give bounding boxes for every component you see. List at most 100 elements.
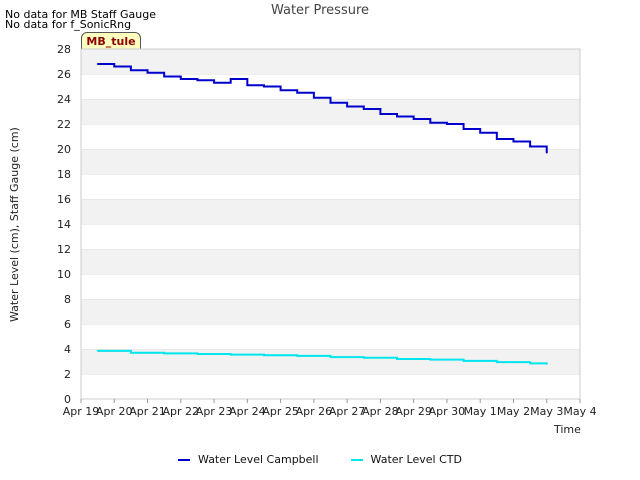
grid-band <box>81 299 580 324</box>
y-tick-label: 10 <box>57 268 71 281</box>
x-tick-label: Apr 21 <box>129 405 166 418</box>
grid-band <box>81 199 580 224</box>
legend-swatch-campbell <box>178 458 191 461</box>
series-point-0 <box>313 96 315 99</box>
x-tick-label: May 3 <box>530 405 563 418</box>
series-point-1 <box>329 356 332 358</box>
legend-label-ctd: Water Level CTD <box>370 453 462 466</box>
x-tick-label: Apr 23 <box>196 405 233 418</box>
series-point-0 <box>196 79 199 82</box>
x-tick-label: Apr 19 <box>63 405 100 418</box>
x-tick-label: Apr 28 <box>362 405 399 418</box>
x-tick-label: Apr 24 <box>229 405 266 418</box>
x-tick-label: Apr 29 <box>395 405 432 418</box>
series-point-0 <box>379 113 382 115</box>
x-tick-label: Apr 20 <box>96 405 133 418</box>
x-axis-label: Time <box>554 423 581 436</box>
series-point-0 <box>412 118 415 120</box>
x-tick-label: May 4 <box>563 405 596 418</box>
series-point-0 <box>113 65 116 68</box>
series-point-0 <box>246 84 249 87</box>
grid-band <box>81 149 580 174</box>
series-point-0 <box>180 78 182 80</box>
series-point-1 <box>396 358 398 360</box>
grid-band <box>81 174 580 199</box>
series-point-1 <box>163 352 165 355</box>
series-point-0 <box>529 145 531 148</box>
series-point-0 <box>263 85 265 88</box>
y-tick-label: 16 <box>57 193 71 206</box>
grid-band <box>81 124 580 149</box>
series-point-1 <box>462 360 465 362</box>
series-point-0 <box>446 123 448 125</box>
y-tick-label: 12 <box>57 243 71 256</box>
site-badge: MB_tule <box>81 32 141 51</box>
y-axis-label: Water Level (cm), Staff Gauge (cm) <box>8 127 21 322</box>
y-tick-label: 26 <box>57 68 71 81</box>
series-point-0 <box>279 89 282 92</box>
grid-band <box>81 74 580 99</box>
x-tick-label: Apr 27 <box>329 405 366 418</box>
series-point-0 <box>130 69 132 72</box>
series-point-0 <box>462 128 465 130</box>
y-tick-label: 6 <box>64 318 71 331</box>
series-point-0 <box>512 140 515 143</box>
grid-band <box>81 249 580 274</box>
y-tick-label: 2 <box>64 368 71 381</box>
series-point-0 <box>496 138 498 140</box>
legend-label-campbell: Water Level Campbell <box>198 453 319 466</box>
series-point-1 <box>196 353 199 355</box>
legend-item-ctd: Water Level CTD <box>350 453 462 466</box>
x-tick-label: Apr 26 <box>296 405 333 418</box>
series-point-0 <box>213 81 215 84</box>
y-tick-label: 0 <box>64 393 71 406</box>
x-tick-label: May 1 <box>464 405 497 418</box>
grid-band <box>81 49 580 74</box>
series-line-0 <box>97 63 548 153</box>
legend-item-campbell: Water Level Campbell <box>178 453 319 466</box>
y-tick-label: 4 <box>64 343 71 356</box>
series-point-0 <box>163 75 165 78</box>
y-tick-label: 20 <box>57 143 71 156</box>
series-point-1 <box>130 351 132 354</box>
plot-area <box>80 48 581 400</box>
y-tick-label: 14 <box>57 218 71 231</box>
legend: Water Level Campbell Water Level CTD <box>0 453 640 466</box>
series-point-0 <box>346 105 348 108</box>
x-tick-label: Apr 25 <box>262 405 299 418</box>
series-point-0 <box>429 121 432 124</box>
series-point-1 <box>545 363 548 365</box>
x-tick-label: May 2 <box>497 405 530 418</box>
grid-band <box>81 274 580 299</box>
x-tick-label: Apr 22 <box>163 405 200 418</box>
no-data-note-sonic-rng: No data for f_SonicRng <box>5 18 132 31</box>
series-point-1 <box>429 358 432 361</box>
grid-band <box>81 374 580 399</box>
y-tick-label: 8 <box>64 293 71 306</box>
series-point-0 <box>479 131 482 134</box>
legend-swatch-ctd <box>350 458 363 461</box>
series-point-0 <box>96 63 99 65</box>
grid-band <box>81 224 580 249</box>
series-point-1 <box>96 350 99 352</box>
series-point-0 <box>545 151 548 154</box>
series-point-1 <box>296 355 299 357</box>
series-point-0 <box>229 78 232 80</box>
grid-band <box>81 324 580 349</box>
series-point-0 <box>396 115 398 118</box>
series-point-0 <box>329 101 332 104</box>
series-point-0 <box>296 91 299 94</box>
series-point-0 <box>146 71 149 74</box>
y-tick-label: 24 <box>57 93 71 106</box>
x-tick-label: Apr 30 <box>429 405 466 418</box>
series-point-1 <box>229 353 232 356</box>
chart-title: Water Pressure <box>270 3 370 18</box>
y-tick-label: 22 <box>57 118 71 131</box>
y-tick-label: 28 <box>57 43 71 56</box>
series-point-1 <box>496 361 498 363</box>
series-point-0 <box>362 108 365 110</box>
y-tick-label: 18 <box>57 168 71 181</box>
series-point-1 <box>362 356 365 359</box>
series-point-1 <box>529 362 531 365</box>
